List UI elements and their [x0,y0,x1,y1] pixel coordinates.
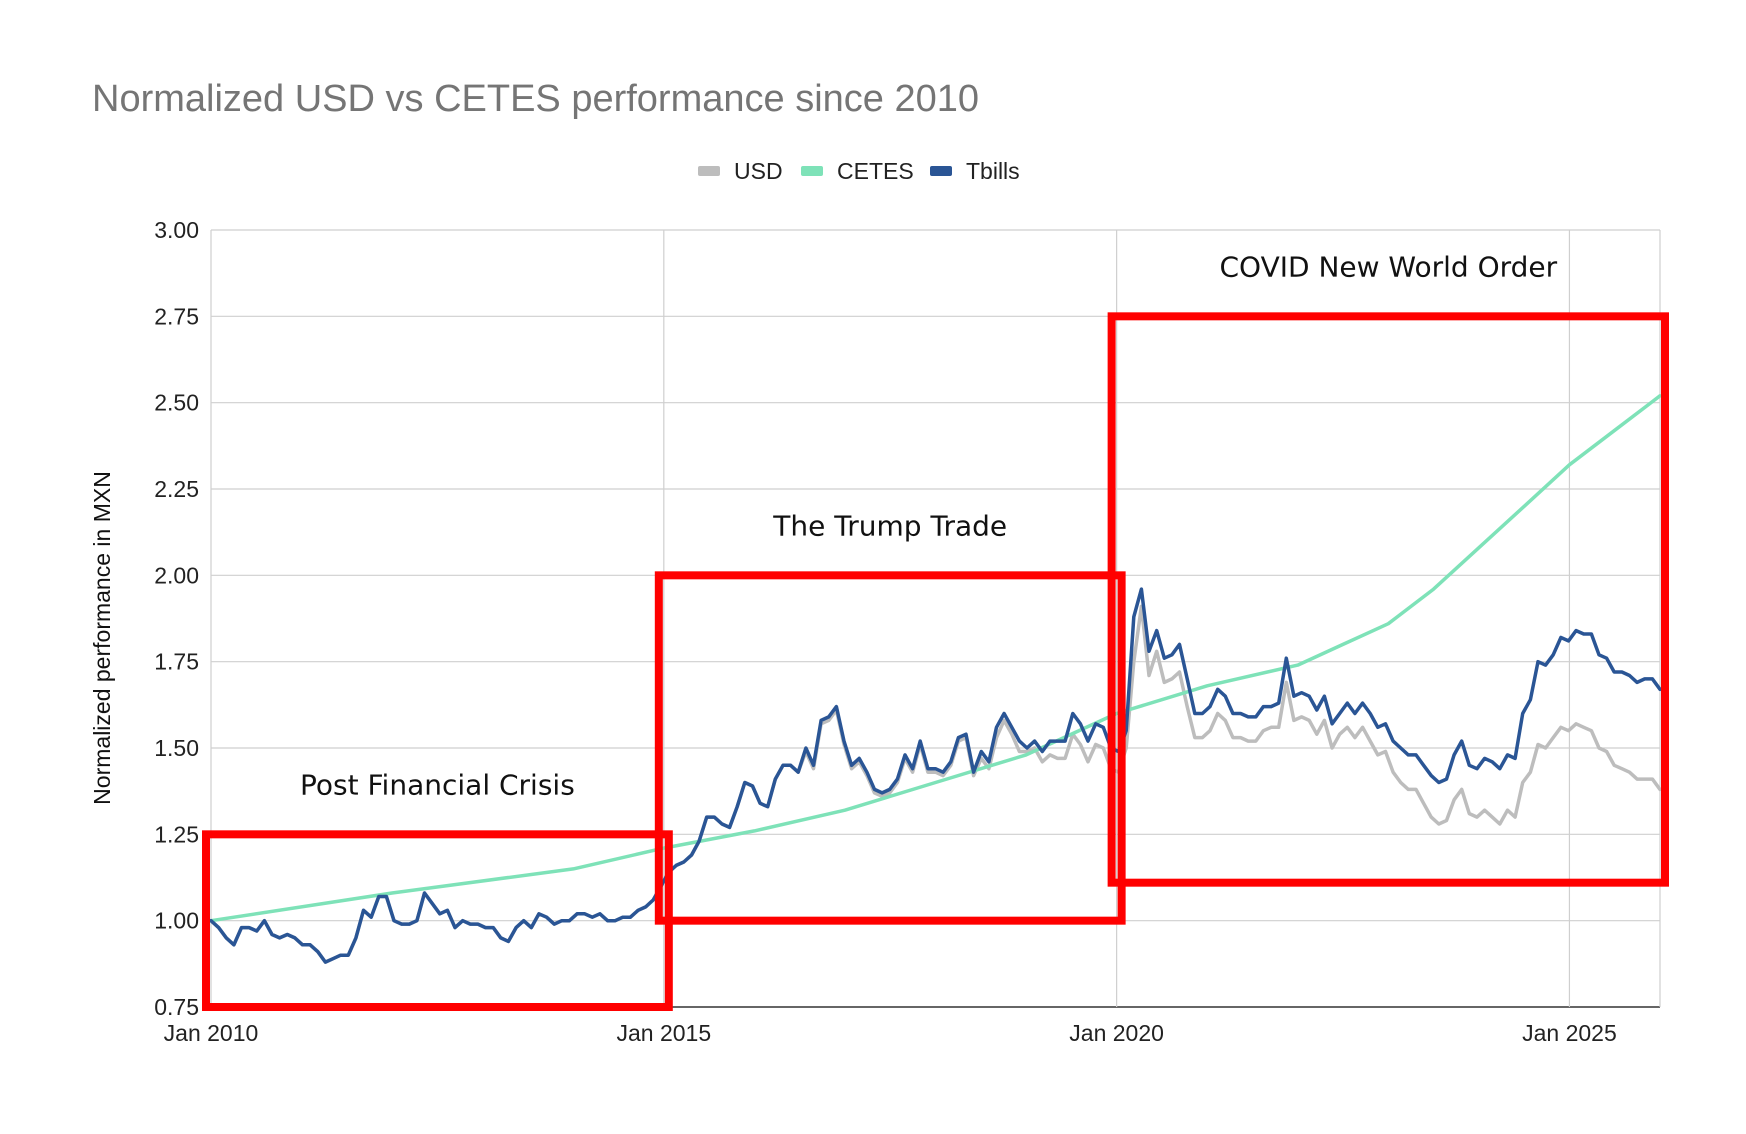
axis-layer: 0.75 1.00 1.25 1.50 1.75 2.00 2.25 2.50 2.75 3.00… [154,217,1617,1046]
annotation-layer: Post Financial Crisis The Trump Trade COVI… [202,250,1669,1011]
y-tick-label: 2.25 [154,476,199,502]
y-tick-label: 1.50 [154,735,199,761]
legend-swatch-cetes [801,166,823,176]
legend-swatch-tbills [930,166,952,176]
y-tick-label: 1.25 [154,821,199,847]
y-tick-label: 1.00 [154,908,199,934]
annotation-label: The Trump Trade [772,509,1007,542]
legend: USD CETES Tbills [698,158,1020,184]
x-tick-label: Jan 2015 [616,1020,711,1046]
legend-label-tbills: Tbills [966,158,1020,184]
x-tick-label: Jan 2025 [1522,1020,1617,1046]
chart-title: Normalized USD vs CETES performance sinc… [92,78,980,120]
series-line-cetes [209,394,1662,923]
y-tick-label: 2.75 [154,303,199,329]
series-layer [209,394,1662,964]
series-line-tbills [209,587,1662,964]
grid-layer [210,229,1661,1008]
annotation-label: COVID New World Order [1219,250,1557,283]
y-tick-label: 0.75 [154,994,199,1020]
x-tick-label: Jan 2020 [1069,1020,1164,1046]
y-axis-label: Normalized performance in MXN [89,471,115,805]
legend-label-cetes: CETES [837,158,914,184]
x-tick-label: Jan 2010 [164,1020,259,1046]
legend-swatch-usd [698,166,720,176]
annotation-box [1107,312,1669,887]
y-tick-label: 2.50 [154,390,199,416]
y-tick-label: 3.00 [154,217,199,243]
annotation-label: Post Financial Crisis [300,768,575,801]
y-tick-label: 2.00 [154,562,199,588]
y-tick-label: 1.75 [154,649,199,675]
annotation-box [654,571,1126,925]
legend-label-usd: USD [734,158,783,184]
